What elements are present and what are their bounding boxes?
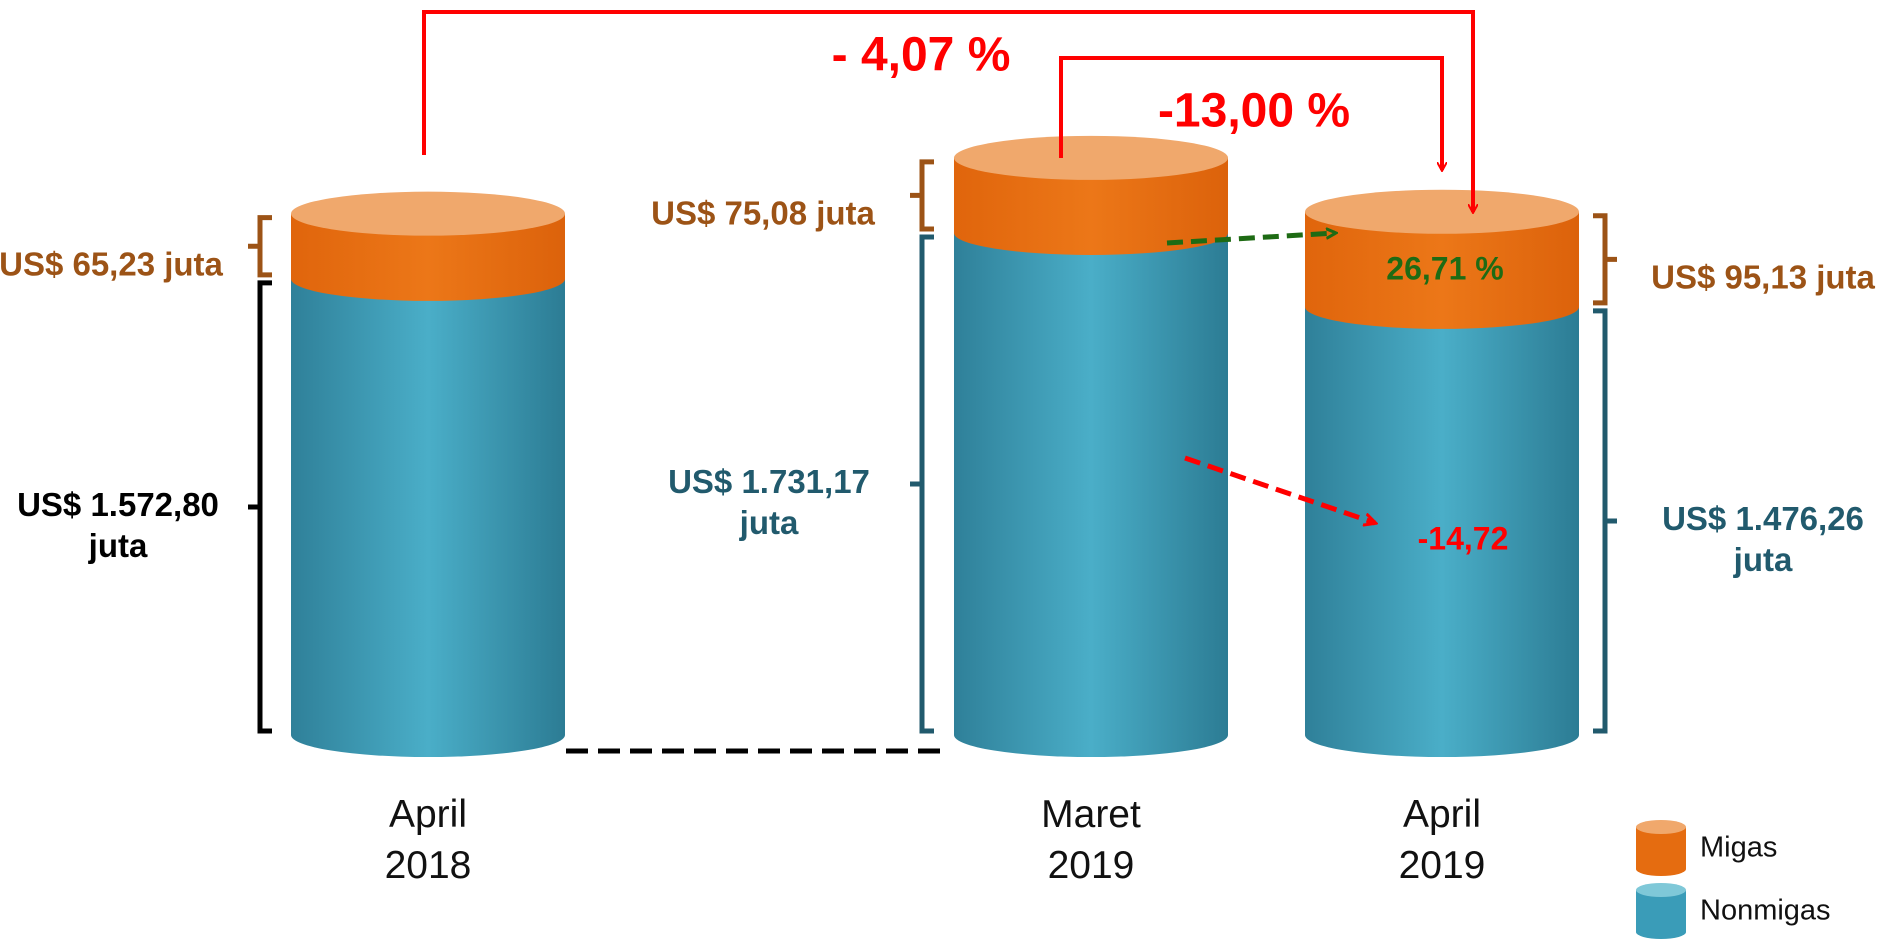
nonmigas-segment <box>291 256 565 757</box>
legend-body <box>1636 827 1686 876</box>
cylinder-top <box>1305 189 1579 234</box>
value-label: US$ 1.572,80 juta <box>17 485 219 564</box>
bracket <box>248 280 272 734</box>
category-label: April 2019 <box>1398 793 1486 887</box>
cylinder-body <box>291 278 565 757</box>
bracket <box>1593 308 1617 734</box>
legend-top <box>1636 820 1686 834</box>
cylinder-top <box>291 191 565 236</box>
change-label: -14,72 <box>1417 520 1509 557</box>
legend-swatch <box>1636 883 1686 939</box>
migas-segment <box>954 135 1228 255</box>
cylinder-body <box>954 232 1228 757</box>
value-label: US$ 1.476,26 juta <box>1662 499 1864 578</box>
value-label: US$ 65,23 juta <box>0 245 223 283</box>
bracket <box>910 159 934 232</box>
nonmigas-segment <box>954 210 1228 757</box>
change-arrow <box>1184 455 1375 523</box>
cylinder-body <box>954 157 1228 255</box>
value-label: US$ 95,13 juta <box>1651 258 1875 296</box>
change-label: 26,71 % <box>1386 250 1504 287</box>
legend-label: Nonmigas <box>1700 894 1831 927</box>
change-arrow <box>1166 233 1335 246</box>
cylinder-body <box>291 213 565 301</box>
category-label: April 2018 <box>384 793 472 887</box>
cylinder-body <box>1305 211 1579 329</box>
cylinder-body <box>1305 306 1579 757</box>
bracket <box>910 234 934 734</box>
cylinder-top <box>954 135 1228 180</box>
legend-top <box>1636 883 1686 897</box>
value-label: US$ 75,08 juta <box>651 194 875 232</box>
migas-segment <box>1305 189 1579 329</box>
category-label: Maret 2019 <box>1041 793 1141 887</box>
bracket <box>1593 213 1617 306</box>
change-label: - 4,07 % <box>831 28 1011 82</box>
migas-segment <box>291 191 565 301</box>
change-connector <box>1059 56 1442 170</box>
legend-body <box>1636 890 1686 939</box>
change-label: -13,00 % <box>1157 84 1351 138</box>
change-connector <box>422 10 1473 212</box>
bracket <box>248 215 272 278</box>
value-label: US$ 1.731,17 juta <box>668 462 870 541</box>
legend-label: Migas <box>1700 831 1778 864</box>
legend-swatch <box>1636 820 1686 876</box>
